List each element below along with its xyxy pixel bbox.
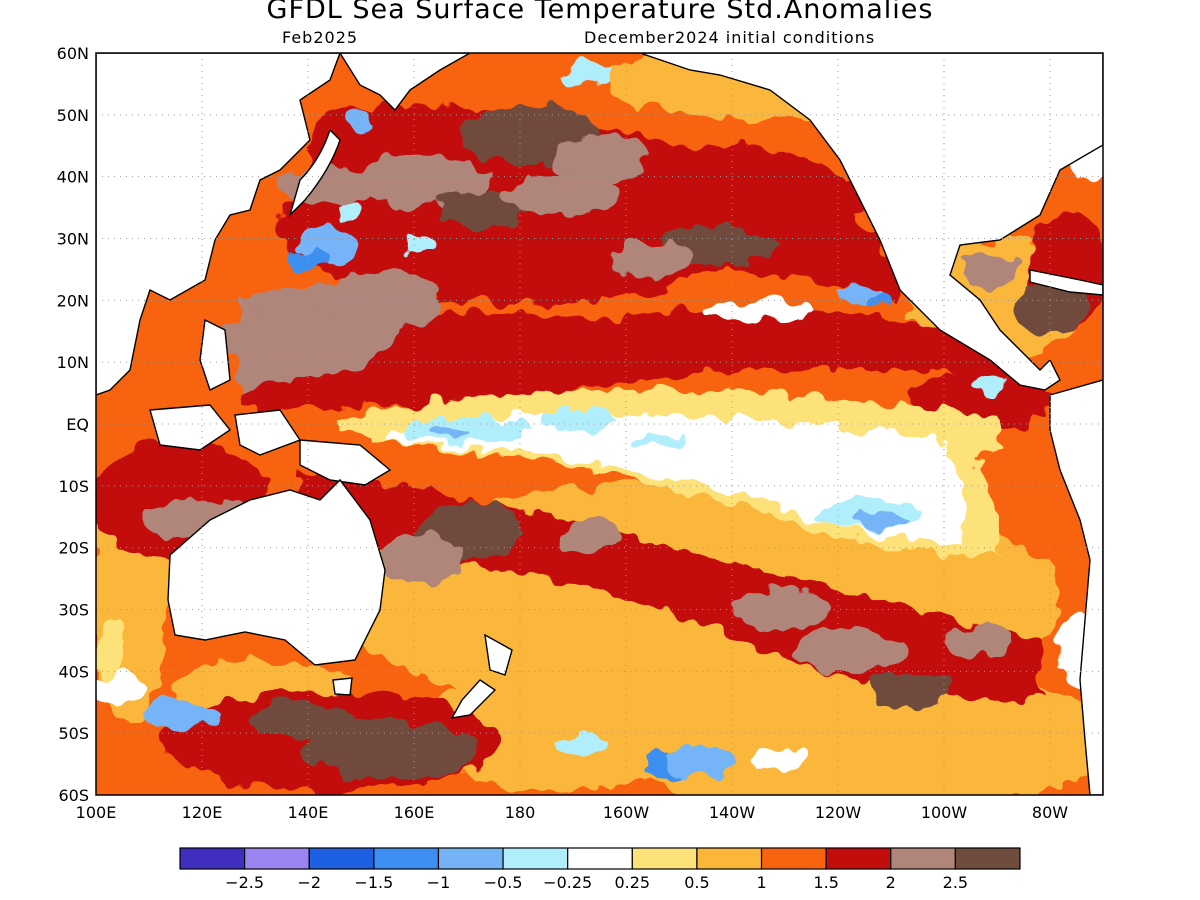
colorbar-swatch (179, 847, 246, 870)
colorbar-label: −0.5 (484, 873, 523, 892)
lon-tick-label: 100E (76, 803, 117, 822)
colorbar-swatch (631, 847, 698, 870)
lon-tick-label: 140E (288, 803, 329, 822)
colorbar-label: −1.5 (354, 873, 393, 892)
colorbar-label: −1 (427, 873, 451, 892)
chart-title: GFDL Sea Surface Temperature Std.Anomali… (266, 0, 934, 25)
colorbar-label: −2 (297, 873, 321, 892)
colorbar-label: −2.5 (225, 873, 264, 892)
colorbar-swatch (437, 847, 504, 870)
lat-tick-label: 20N (57, 291, 89, 310)
colorbar-label: −0.25 (543, 873, 592, 892)
lon-tick-label: 120W (815, 803, 862, 822)
lon-tick-label: 80W (1032, 803, 1068, 822)
initial-conditions: December2024 initial conditions (584, 28, 876, 47)
grid-lines (96, 53, 1103, 795)
lat-tick-label: 30S (58, 601, 89, 620)
colorbar-swatch (373, 847, 440, 870)
plot-frame (95, 52, 1104, 796)
colorbar-swatch (890, 847, 956, 870)
longitude-axis: 100E 120E 140E 160E 180 160W 140W 120W 100W 80W (76, 803, 1069, 822)
lon-tick-label: 160E (394, 803, 435, 822)
colorbar-swatch (954, 847, 1021, 870)
colorbar-swatch (308, 847, 375, 870)
colorbar-label: 1 (756, 873, 766, 892)
lat-tick-label: 60N (57, 44, 89, 63)
lat-tick-label: 40S (58, 662, 89, 681)
lat-tick-label: 50S (58, 724, 89, 743)
lat-tick-label: 50N (57, 106, 89, 125)
colorbar-swatch (244, 847, 310, 870)
lat-tick-label: EQ (66, 415, 89, 434)
lon-tick-label: 120E (182, 803, 223, 822)
colorbar-swatch (696, 847, 763, 870)
lat-tick-label: 30N (57, 230, 89, 249)
forecast-month: Feb2025 (282, 28, 359, 47)
colorbar-label: 2.5 (943, 873, 968, 892)
colorbar-swatch (567, 847, 633, 870)
colorbar-swatch (825, 847, 892, 870)
lat-tick-label: 40N (57, 168, 89, 187)
land-masses (96, 53, 1103, 795)
lon-tick-label: 160W (603, 803, 650, 822)
colorbar-label: 0.25 (614, 873, 650, 892)
colorbar-label: 2 (886, 873, 896, 892)
lat-tick-label: 20S (58, 539, 89, 558)
colorbar-label: 1.5 (813, 873, 838, 892)
lat-tick-label: 10S (58, 477, 89, 496)
lon-tick-label: 140W (709, 803, 756, 822)
lon-tick-label: 180 (505, 803, 536, 822)
lon-tick-label: 100W (921, 803, 968, 822)
colorbar-label: 0.5 (684, 873, 709, 892)
colorbar: −2.5 −2 −1.5 −1 −0.5 −0.25 0.25 0.5 1 1.5 2 2.5 (179, 847, 1021, 892)
anomaly-field (96, 53, 1103, 795)
lat-tick-label: 10N (57, 353, 89, 372)
colorbar-swatch (502, 847, 569, 870)
lat-tick-label: 60S (58, 786, 89, 805)
latitude-axis: 60N 50N 40N 30N 20N 10N EQ 10S 20S 30S 40S 50S 60S (57, 44, 89, 805)
colorbar-swatch (760, 847, 827, 870)
